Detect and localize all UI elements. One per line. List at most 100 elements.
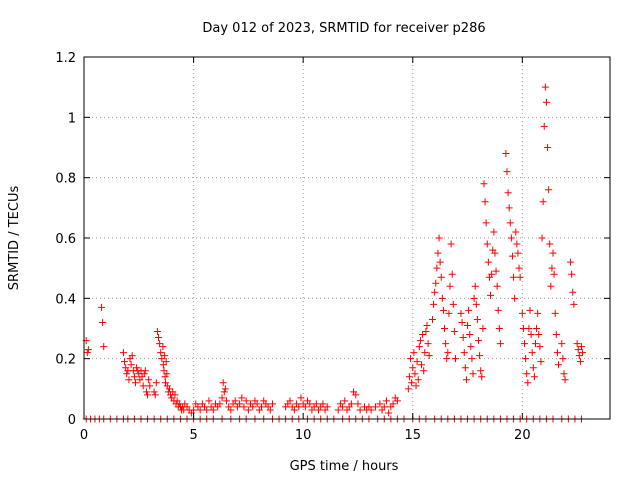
- data-point: [240, 403, 248, 411]
- data-point: [462, 376, 470, 384]
- data-point: [227, 406, 235, 414]
- data-point: [83, 349, 91, 357]
- data-point: [140, 370, 148, 378]
- data-point: [459, 334, 467, 342]
- data-point: [354, 400, 362, 408]
- data-point: [244, 406, 252, 414]
- data-point: [415, 343, 423, 351]
- data-point: [297, 394, 305, 402]
- data-point: [203, 406, 211, 414]
- data-point: [161, 373, 169, 381]
- data-point: [434, 249, 442, 257]
- data-point: [437, 273, 445, 281]
- data-point: [159, 361, 167, 369]
- data-point: [163, 370, 171, 378]
- data-point: [534, 309, 542, 317]
- data-point: [216, 400, 224, 408]
- data-point: [450, 328, 458, 336]
- y-tick-label: 0: [68, 413, 76, 428]
- data-point: [483, 240, 491, 248]
- data-point: [162, 379, 170, 387]
- x-tick-labels: 0 5 10 15 20: [80, 428, 531, 443]
- data-point: [539, 198, 547, 206]
- data-point: [160, 367, 168, 375]
- data-point: [121, 358, 129, 366]
- data-point: [506, 219, 514, 227]
- data-point: [547, 282, 555, 290]
- data-point: [458, 318, 466, 326]
- data-point: [470, 294, 478, 302]
- data-point: [380, 403, 388, 411]
- data-point: [419, 331, 427, 339]
- data-point: [238, 394, 246, 402]
- data-point: [139, 382, 147, 390]
- data-point: [218, 394, 226, 402]
- data-point: [436, 258, 444, 266]
- data-point: [545, 186, 553, 194]
- data-point: [128, 352, 136, 360]
- data-point: [558, 340, 566, 348]
- data-point: [385, 409, 393, 417]
- data-point: [411, 370, 419, 378]
- data-point: [540, 122, 548, 130]
- data-point: [99, 318, 107, 326]
- data-point: [472, 300, 480, 308]
- data-point: [145, 376, 153, 384]
- data-point: [568, 270, 576, 278]
- data-point: [559, 355, 567, 363]
- y-tick-labels: 0 0.2 0.4 0.6 0.8 1 1.2: [55, 51, 76, 428]
- data-point: [127, 361, 135, 369]
- data-point: [480, 180, 488, 188]
- data-point: [98, 303, 106, 311]
- data-point: [538, 234, 546, 242]
- data-point: [576, 358, 584, 366]
- data-point: [493, 282, 501, 290]
- data-point: [549, 249, 557, 257]
- data-point: [445, 309, 453, 317]
- data-point: [268, 400, 276, 408]
- data-point: [438, 294, 446, 302]
- data-point: [376, 400, 384, 408]
- data-point: [125, 376, 133, 384]
- data-point: [510, 273, 518, 281]
- data-point: [541, 83, 549, 91]
- data-point: [433, 264, 441, 272]
- data-point: [496, 340, 504, 348]
- data-points: [82, 83, 587, 423]
- data-point: [367, 406, 375, 414]
- data-point: [420, 367, 428, 375]
- data-point: [132, 379, 140, 387]
- data-point: [196, 406, 204, 414]
- data-point: [306, 400, 314, 408]
- data-point: [513, 240, 521, 248]
- data-point: [529, 364, 537, 372]
- data-point: [389, 400, 397, 408]
- data-point: [518, 309, 526, 317]
- x-tick-label: 15: [404, 428, 421, 443]
- data-point: [341, 397, 349, 405]
- data-point: [435, 234, 443, 242]
- data-point: [421, 349, 429, 357]
- data-point: [475, 337, 482, 345]
- data-point: [546, 240, 554, 248]
- data-point: [461, 364, 469, 372]
- data-point: [554, 361, 562, 369]
- data-point: [412, 382, 420, 390]
- data-point: [295, 403, 303, 411]
- data-point: [157, 349, 165, 357]
- data-point: [418, 361, 426, 369]
- data-point: [478, 373, 486, 381]
- data-point: [266, 406, 274, 414]
- data-point: [319, 400, 327, 408]
- data-point: [424, 340, 432, 348]
- data-point: [151, 391, 159, 399]
- data-point: [575, 352, 583, 360]
- data-point: [536, 343, 544, 351]
- data-point: [410, 349, 418, 357]
- x-tick-label: 10: [295, 428, 312, 443]
- data-point: [423, 321, 431, 329]
- data-point: [511, 294, 519, 302]
- data-point: [162, 358, 170, 366]
- data-point: [432, 279, 440, 287]
- data-point: [158, 355, 166, 363]
